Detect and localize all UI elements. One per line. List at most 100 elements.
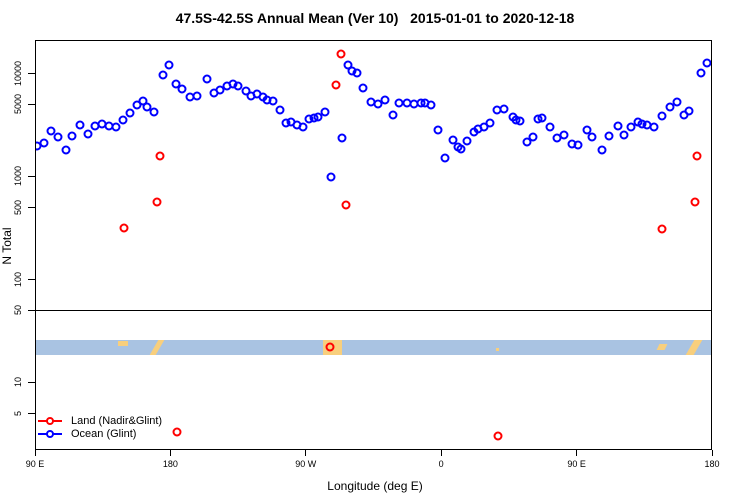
data-point-ocean bbox=[619, 130, 629, 140]
y-tick-label: 5000 bbox=[13, 93, 23, 115]
x-tick-mark bbox=[169, 450, 171, 456]
map-band-land-new-zealand bbox=[149, 340, 165, 355]
data-point-ocean bbox=[696, 68, 706, 78]
map-band-land-new-zealand-2 bbox=[685, 340, 703, 355]
map-band-land-prince-edward-is bbox=[496, 348, 500, 351]
data-point-land bbox=[692, 151, 702, 161]
data-point-ocean bbox=[440, 153, 450, 163]
data-point-ocean bbox=[604, 131, 614, 141]
ocean-series-marker-icon bbox=[38, 427, 62, 440]
y-tick-mark bbox=[28, 175, 35, 177]
data-point-ocean bbox=[388, 110, 398, 120]
data-point-ocean bbox=[426, 100, 436, 110]
data-point-ocean bbox=[515, 116, 525, 126]
map-band-land-tasmania-2 bbox=[656, 344, 667, 350]
data-point-ocean bbox=[75, 120, 85, 130]
chart-title: 47.5S-42.5S Annual Mean (Ver 10) 2015-01… bbox=[175, 10, 575, 26]
data-point-ocean bbox=[665, 102, 675, 112]
data-point-ocean bbox=[582, 125, 592, 135]
legend-item-ocean: Ocean (Glint) bbox=[38, 427, 162, 440]
data-point-ocean bbox=[343, 60, 353, 70]
data-point-ocean bbox=[326, 172, 336, 182]
data-point-ocean bbox=[298, 122, 308, 132]
y-tick-mark bbox=[28, 309, 35, 311]
data-point-ocean bbox=[202, 74, 212, 84]
data-point-ocean bbox=[46, 126, 56, 136]
y-tick-mark bbox=[28, 72, 35, 74]
data-point-ocean bbox=[573, 140, 583, 150]
x-tick-label: 0 bbox=[438, 459, 444, 469]
data-point-ocean bbox=[61, 145, 71, 155]
data-point-ocean bbox=[158, 70, 168, 80]
legend: Land (Nadir&Glint) Ocean (Glint) bbox=[38, 414, 162, 440]
data-point-ocean bbox=[537, 113, 547, 123]
y-tick-label: 5 bbox=[13, 410, 23, 416]
data-point-ocean bbox=[67, 131, 77, 141]
data-point-ocean bbox=[657, 111, 667, 121]
data-point-ocean bbox=[522, 137, 532, 147]
data-point-ocean bbox=[559, 130, 569, 140]
x-tick-mark bbox=[305, 450, 307, 456]
x-tick-label: 90 E bbox=[567, 459, 586, 469]
data-point-ocean bbox=[433, 125, 443, 135]
data-point-land bbox=[172, 427, 182, 437]
x-tick-mark bbox=[576, 450, 578, 456]
data-point-ocean bbox=[448, 135, 458, 145]
data-point-ocean bbox=[479, 122, 489, 132]
data-point-land bbox=[152, 197, 162, 207]
reference-line-n50 bbox=[35, 309, 712, 311]
y-tick-mark bbox=[28, 206, 35, 208]
data-point-ocean bbox=[233, 81, 243, 91]
data-point-ocean bbox=[485, 118, 495, 128]
y-tick-mark bbox=[28, 381, 35, 383]
y-tick-mark bbox=[28, 278, 35, 280]
data-point-ocean bbox=[702, 58, 712, 68]
map-band-land-tasmania bbox=[118, 341, 128, 346]
data-point-ocean bbox=[499, 104, 509, 114]
x-tick-mark bbox=[711, 450, 713, 456]
plot-area bbox=[35, 40, 712, 450]
x-tick-label: 180 bbox=[162, 459, 178, 469]
data-point-ocean bbox=[649, 122, 659, 132]
data-point-ocean bbox=[456, 144, 466, 154]
y-tick-label: 500 bbox=[13, 199, 23, 215]
data-point-land bbox=[341, 200, 351, 210]
y-tick-mark bbox=[28, 412, 35, 414]
legend-label-land: Land (Nadir&Glint) bbox=[71, 414, 163, 427]
data-point-ocean bbox=[352, 68, 362, 78]
data-point-ocean bbox=[380, 95, 390, 105]
legend-label-ocean: Ocean (Glint) bbox=[71, 427, 137, 440]
x-tick-label: 180 bbox=[704, 459, 720, 469]
x-tick-mark bbox=[34, 450, 36, 456]
data-point-ocean bbox=[320, 107, 330, 117]
data-point-ocean bbox=[215, 85, 225, 95]
data-point-ocean bbox=[394, 98, 404, 108]
data-point-ocean bbox=[241, 86, 251, 96]
data-point-land bbox=[657, 224, 667, 234]
data-point-ocean bbox=[462, 136, 472, 146]
data-point-land bbox=[155, 151, 165, 161]
data-point-ocean bbox=[125, 108, 135, 118]
land-series-marker-icon bbox=[38, 414, 62, 427]
x-tick-label: 90 W bbox=[295, 459, 317, 469]
x-tick-label: 90 E bbox=[25, 459, 45, 469]
data-point-ocean bbox=[358, 83, 368, 93]
data-point-ocean bbox=[83, 129, 93, 139]
x-axis-label: Longitude (deg E) bbox=[327, 479, 423, 493]
data-point-ocean bbox=[164, 60, 174, 70]
data-point-ocean bbox=[587, 132, 597, 142]
data-point-ocean bbox=[684, 106, 694, 116]
data-point-land bbox=[331, 80, 341, 90]
data-point-ocean bbox=[613, 121, 623, 131]
data-point-ocean bbox=[373, 99, 383, 109]
y-tick-label: 50 bbox=[13, 305, 23, 316]
data-point-ocean bbox=[528, 132, 538, 142]
data-point-ocean bbox=[149, 107, 159, 117]
legend-item-land: Land (Nadir&Glint) bbox=[38, 414, 162, 427]
data-point-land bbox=[690, 197, 700, 207]
x-tick-mark bbox=[440, 450, 442, 456]
data-point-ocean bbox=[138, 96, 148, 106]
data-point-ocean bbox=[626, 122, 636, 132]
data-point-ocean bbox=[672, 97, 682, 107]
